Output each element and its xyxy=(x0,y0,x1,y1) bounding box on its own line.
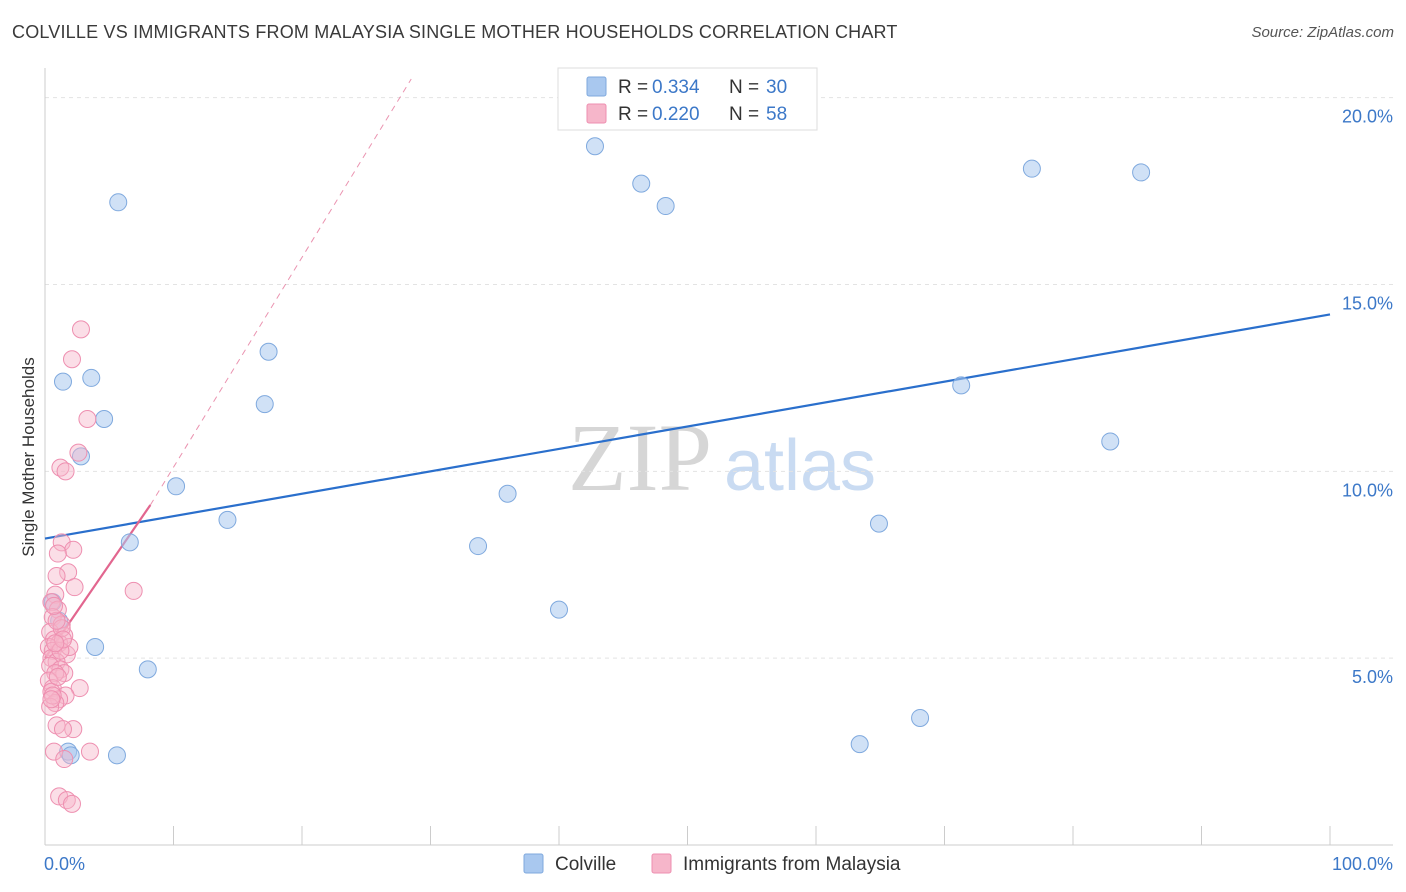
malaysia-point xyxy=(43,641,62,660)
y-tick-label: 15.0% xyxy=(1342,294,1393,314)
malaysia-point xyxy=(60,637,79,656)
axes xyxy=(44,68,1393,846)
malaysia-point xyxy=(62,350,81,369)
gridlines xyxy=(45,97,1393,659)
colville-point xyxy=(850,735,869,754)
malaysia-point xyxy=(124,581,143,600)
malaysia-point xyxy=(62,794,81,813)
series-legend: Colville Immigrants from Malaysia xyxy=(523,853,901,875)
watermark-atlas: atlas xyxy=(724,426,876,506)
x-tick-label-min: 0.0% xyxy=(44,854,85,874)
malaysia-point xyxy=(71,320,90,339)
malaysia-point xyxy=(42,690,61,709)
legend-r-label-1: R = xyxy=(618,77,648,98)
chart-title: COLVILLE VS IMMIGRANTS FROM MALAYSIA SIN… xyxy=(12,22,898,42)
colville-point xyxy=(120,533,139,552)
malaysia-point xyxy=(48,667,67,686)
malaysia-point xyxy=(70,679,89,698)
malaysia-point xyxy=(55,750,74,769)
x-tick-label-max: 100.0% xyxy=(1332,854,1393,874)
malaysia-point xyxy=(47,611,66,630)
correlation-legend: R = 0.334 N = 30 R = 0.220 N = 58 xyxy=(557,67,818,131)
legend-n-label-2: N = xyxy=(729,104,759,125)
colville-point xyxy=(469,537,488,556)
y-tick-label: 20.0% xyxy=(1342,107,1393,127)
colville-point xyxy=(95,410,114,429)
bottom-legend-swatch-colville xyxy=(523,853,544,874)
colville-point xyxy=(632,174,651,193)
colville-point xyxy=(259,342,278,361)
colville-point xyxy=(255,395,274,414)
legend-n-label-1: N = xyxy=(729,77,759,98)
colville-point xyxy=(167,477,186,496)
malaysia-point xyxy=(46,634,65,653)
legend-swatch-malaysia xyxy=(586,103,607,124)
y-axis-label: Single Mother Households xyxy=(19,357,38,556)
colville-trend-line xyxy=(44,313,1331,540)
malaysia-points xyxy=(39,320,143,813)
colville-point xyxy=(86,637,105,656)
malaysia-point xyxy=(69,443,88,462)
malaysia-trend-extension xyxy=(149,78,412,506)
legend-r-value-1: 0.334 xyxy=(652,77,700,98)
malaysia-point xyxy=(64,720,83,739)
y-tick-labels: 5.0% 10.0% 15.0% 20.0% xyxy=(1342,107,1393,687)
bottom-legend-colville: Colville xyxy=(555,854,616,875)
colville-point xyxy=(82,368,101,387)
colville-point xyxy=(53,372,72,391)
legend-n-value-1: 30 xyxy=(766,77,787,98)
malaysia-point xyxy=(64,540,83,559)
colville-points xyxy=(43,137,1151,765)
malaysia-point xyxy=(78,410,97,429)
watermark-zip: ZIP xyxy=(568,404,712,511)
source-label: Source: ZipAtlas.com xyxy=(1251,24,1394,41)
colville-point xyxy=(656,197,675,216)
malaysia-point xyxy=(59,563,78,582)
colville-point xyxy=(109,193,128,212)
malaysia-point xyxy=(80,742,99,761)
malaysia-point xyxy=(44,596,63,615)
legend-r-value-2: 0.220 xyxy=(652,104,700,125)
y-tick-label: 5.0% xyxy=(1352,667,1393,687)
y-tick-label: 10.0% xyxy=(1342,480,1393,500)
colville-point xyxy=(952,376,971,395)
malaysia-point xyxy=(44,742,63,761)
legend-n-value-2: 58 xyxy=(766,104,787,125)
colville-point xyxy=(1101,432,1120,451)
malaysia-point xyxy=(47,566,66,585)
bottom-legend-malaysia: Immigrants from Malaysia xyxy=(683,854,901,875)
malaysia-point xyxy=(65,578,84,597)
legend-r-label-2: R = xyxy=(618,104,648,125)
colville-point xyxy=(869,514,888,533)
malaysia-point xyxy=(41,697,60,716)
legend-swatch-colville xyxy=(586,76,607,97)
colville-point xyxy=(585,137,604,156)
colville-point xyxy=(498,484,517,503)
bottom-legend-swatch-malaysia xyxy=(651,853,672,874)
malaysia-point xyxy=(48,544,67,563)
malaysia-point xyxy=(53,720,72,739)
colville-point xyxy=(138,660,157,679)
colville-point xyxy=(1132,163,1151,182)
colville-point xyxy=(1022,159,1041,178)
malaysia-point xyxy=(56,462,75,481)
colville-point xyxy=(107,746,126,765)
colville-point xyxy=(911,708,930,727)
colville-point xyxy=(550,600,568,619)
colville-point xyxy=(218,510,237,529)
